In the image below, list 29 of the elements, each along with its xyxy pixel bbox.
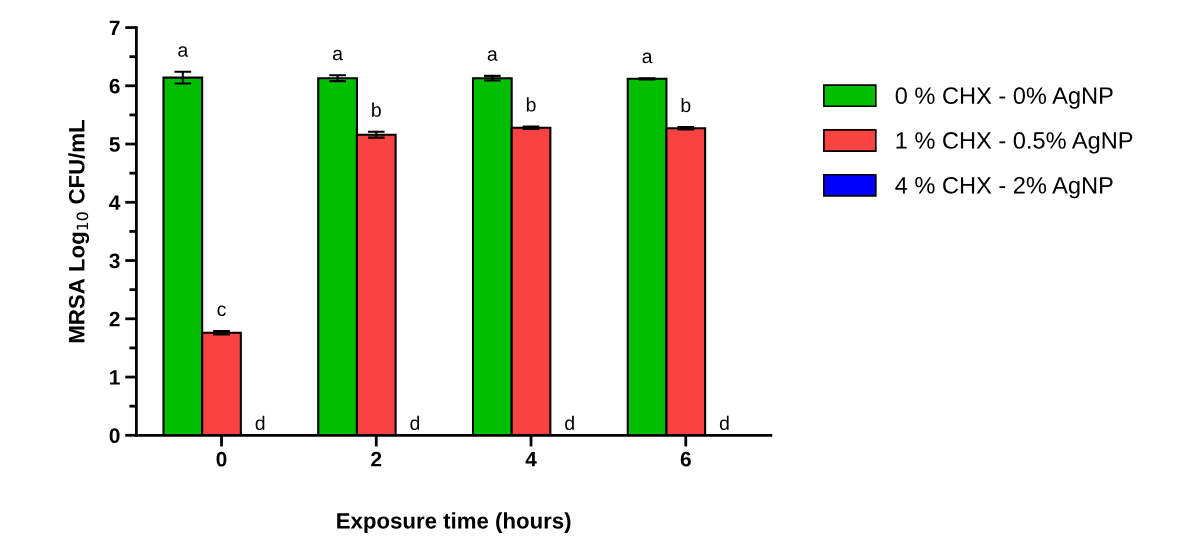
x-tick-label: 4	[525, 452, 537, 467]
y-tick-label: 2	[109, 311, 120, 327]
data-label: c	[217, 305, 226, 317]
data-label: b	[372, 102, 381, 117]
y-axis-title: MRSA Log$_{10}$ CFU/mL	[68, 120, 90, 343]
data-label: d	[255, 415, 265, 431]
data-label: d	[410, 415, 420, 431]
legend-label: 0 % CHX - 0% AgNP	[895, 87, 1113, 109]
y-tick-label: 4	[109, 195, 121, 210]
y-tick-label: 1	[110, 370, 120, 385]
x-tick-label: 2	[371, 451, 382, 467]
y-tick-label: 3	[109, 253, 120, 269]
data-label: a	[178, 46, 189, 57]
y-tick-label: 7	[109, 20, 120, 36]
data-label: d	[565, 415, 574, 431]
y-tick-label: 6	[109, 78, 120, 94]
data-label: b	[526, 97, 536, 112]
legend-label: 4 % CHX - 2% AgNP	[895, 176, 1113, 199]
y-tick-label: 0	[109, 428, 120, 444]
data-label: a	[642, 52, 653, 64]
x-tick-label: 6	[680, 451, 691, 467]
data-label: b	[681, 97, 691, 113]
data-label: d	[719, 415, 729, 431]
legend-label: 1 % CHX - 0.5% AgNP	[896, 132, 1133, 154]
x-tick-label: 0	[216, 451, 227, 467]
data-label: a	[333, 49, 343, 61]
y-tick-label: 5	[109, 137, 120, 152]
x-axis-title: Exposure time (hours)	[337, 512, 571, 534]
data-label: a	[487, 50, 498, 61]
